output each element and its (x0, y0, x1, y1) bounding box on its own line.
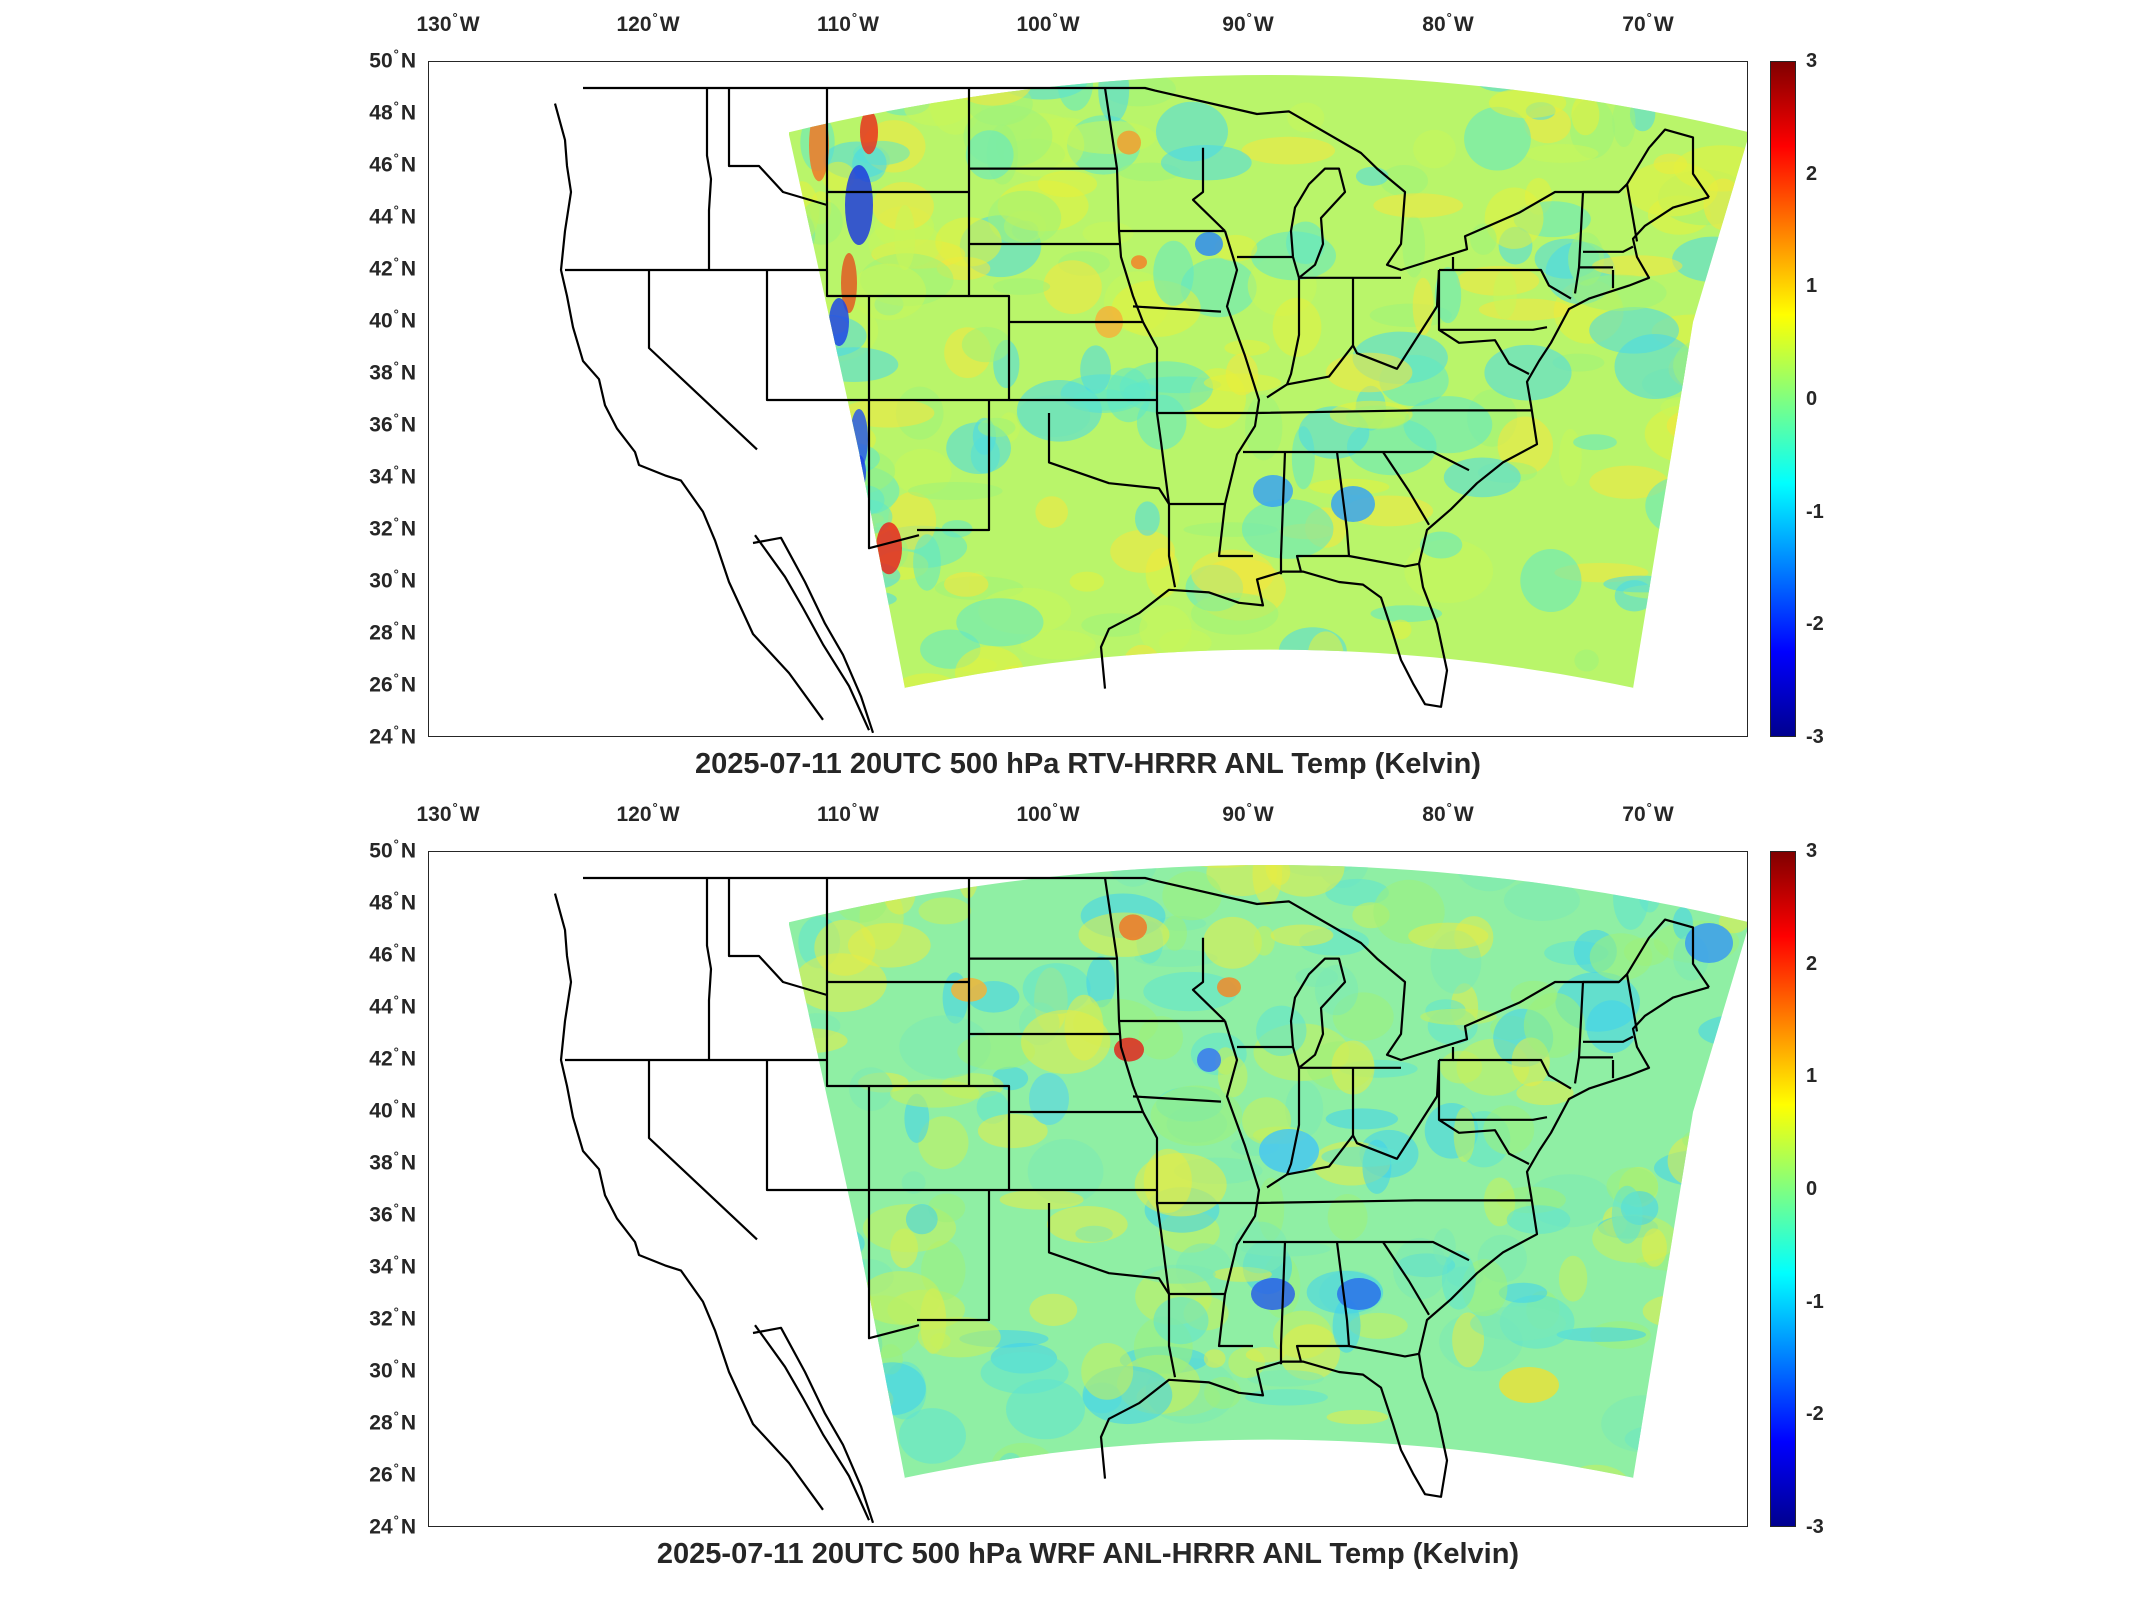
top-colorbar-tick: -3 (1806, 726, 1824, 748)
top-lat-tick: 46°N (369, 150, 416, 177)
bottom-colorbar-tick: -1 (1806, 1290, 1824, 1313)
top-map-panel: 2025-07-11 20UTC 500 hPa RTV-HRRR ANL Te… (369, 10, 1824, 780)
top-lat-tick: 34°N (369, 462, 416, 489)
bottom-lat-tick: 24°N (369, 1512, 416, 1539)
bottom-lon-tick: 100°W (1016, 800, 1080, 826)
bottom-lon-tick: 120°W (616, 800, 680, 826)
bottom-colorbar-tick: 0 (1806, 1178, 1818, 1200)
top-colorbar-tick: 1 (1806, 275, 1818, 298)
top-colorbar-tick: 3 (1806, 50, 1818, 72)
bottom-colorbar-tick: -3 (1806, 1516, 1824, 1538)
top-colorbar-tick: 2 (1806, 162, 1818, 185)
bottom-colorbar-tick: -2 (1806, 1403, 1824, 1426)
top-lat-tick: 50°N (369, 46, 416, 73)
bottom-lat-tick: 36°N (369, 1200, 416, 1227)
bottom-lon-tick: 130°W (416, 800, 480, 826)
top-map (428, 61, 1748, 737)
top-lon-tick: 90°W (1222, 10, 1274, 36)
top-lon-tick: 80°W (1422, 10, 1474, 36)
top-colorbar-tick: -1 (1806, 500, 1824, 523)
bottom-lat-tick: 30°N (369, 1356, 416, 1383)
bottom-lat-tick: 48°N (369, 888, 416, 915)
bottom-lat-tick: 44°N (369, 992, 416, 1019)
bottom-lat-tick: 46°N (369, 940, 416, 967)
bottom-lon-tick: 70°W (1622, 800, 1674, 826)
bottom-lat-tick: 40°N (369, 1096, 416, 1123)
top-lat-tick: 26°N (369, 670, 416, 697)
top-lat-tick: 48°N (369, 98, 416, 125)
top-lon-tick: 130°W (416, 10, 480, 36)
bottom-lat-tick: 26°N (369, 1460, 416, 1487)
bottom-lat-tick: 38°N (369, 1148, 416, 1175)
top-lat-tick: 42°N (369, 254, 416, 281)
bottom-colorbar-tick: 2 (1806, 952, 1818, 975)
top-lon-tick: 100°W (1016, 10, 1080, 36)
top-lat-tick: 40°N (369, 306, 416, 333)
bottom-map (428, 851, 1748, 1527)
top-colorbar-tick: 0 (1806, 388, 1818, 410)
bottom-lat-tick: 28°N (369, 1408, 416, 1435)
bottom-colorbar-tick: 1 (1806, 1065, 1818, 1088)
bottom-lat-tick: 42°N (369, 1044, 416, 1071)
top-lat-tick: 44°N (369, 202, 416, 229)
bottom-lat-tick: 32°N (369, 1304, 416, 1331)
top-lat-tick: 24°N (369, 722, 416, 749)
top-lat-tick: 32°N (369, 514, 416, 541)
top-colorbar-tick: -2 (1806, 613, 1824, 636)
bottom-colorbar (1770, 851, 1796, 1527)
bottom-lon-tick: 110°W (817, 800, 879, 826)
top-map-title: 2025-07-11 20UTC 500 hPa RTV-HRRR ANL Te… (695, 748, 1481, 780)
top-colorbar (1770, 61, 1796, 737)
top-lon-tick: 110°W (817, 10, 879, 36)
bottom-map-panel: 2025-07-11 20UTC 500 hPa WRF ANL-HRRR AN… (0, 790, 2133, 1590)
bottom-colorbar-tick: 3 (1806, 840, 1818, 862)
top-lon-tick: 120°W (616, 10, 680, 36)
top-lat-tick: 30°N (369, 566, 416, 593)
top-lat-tick: 38°N (369, 358, 416, 385)
bottom-map-title: 2025-07-11 20UTC 500 hPa WRF ANL-HRRR AN… (656, 1538, 1520, 1570)
top-lon-tick: 70°W (1622, 10, 1674, 36)
top-lat-tick: 36°N (369, 410, 416, 437)
top-lat-tick: 28°N (369, 618, 416, 645)
bottom-lat-tick: 50°N (369, 836, 416, 863)
bottom-lat-tick: 34°N (369, 1252, 416, 1279)
bottom-lon-tick: 90°W (1222, 800, 1274, 826)
bottom-lon-tick: 80°W (1422, 800, 1474, 826)
